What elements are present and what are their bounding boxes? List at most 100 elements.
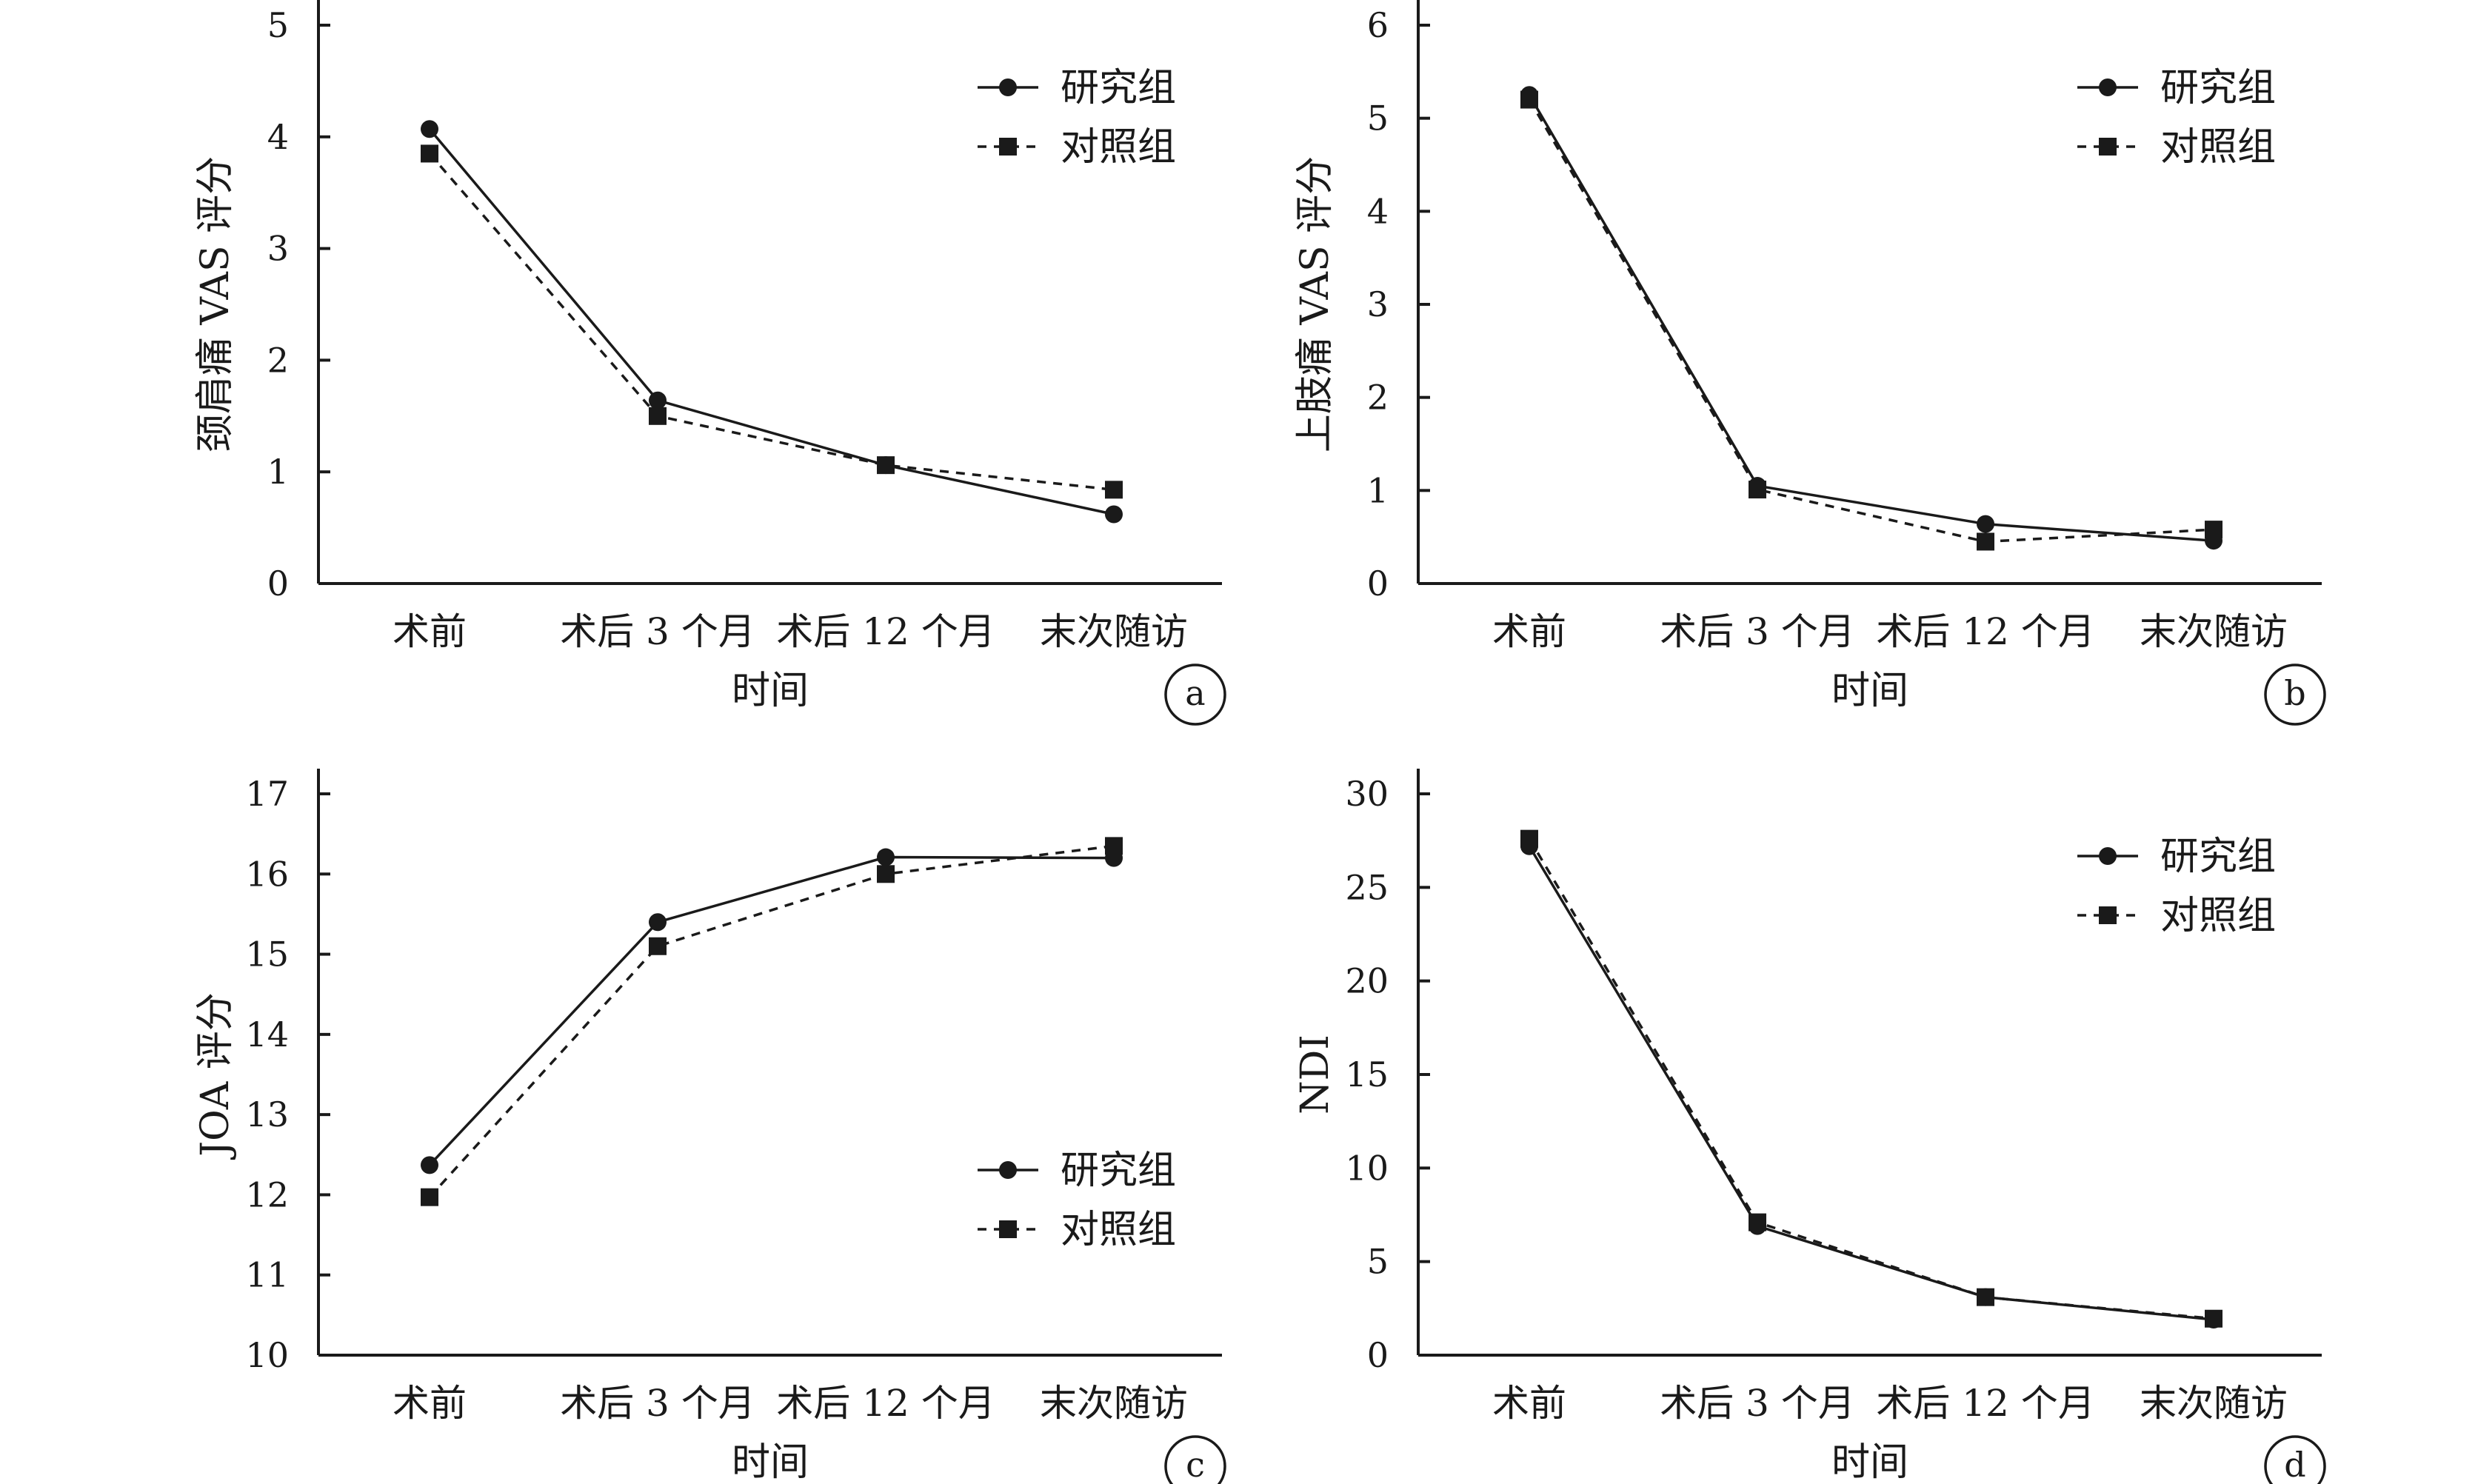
series-line-study (1528, 94, 2214, 542)
data-point-control (1105, 481, 1123, 499)
data-point-control (877, 865, 895, 883)
data-point-control (649, 937, 667, 955)
x-category-label: 末次随访 (1040, 610, 1188, 653)
x-category-label: 术后 12 个月 (776, 1382, 995, 1425)
y-tick-label: 15 (1345, 1054, 1389, 1094)
panel-label-letter: b (2284, 673, 2305, 713)
legend-marker-study (999, 1161, 1017, 1179)
y-tick-label: 3 (1367, 284, 1389, 324)
series-line-control (428, 844, 1115, 1198)
y-tick-label: 16 (245, 854, 289, 894)
data-point-control (1520, 829, 1538, 848)
series-line-study (428, 855, 1115, 1166)
legend-marker-study (999, 78, 1017, 96)
y-tick-label: 17 (245, 774, 289, 814)
x-category-label: 术前 (393, 1382, 467, 1425)
legend-label-control: 对照组 (2160, 894, 2276, 938)
panel-label-circle (2264, 1435, 2326, 1484)
y-tick-label: 4 (1367, 191, 1389, 231)
data-point-control (2205, 521, 2222, 539)
x-category-label: 末次随访 (2140, 1382, 2288, 1425)
y-tick-label: 13 (245, 1094, 289, 1134)
data-point-control (2205, 1309, 2222, 1328)
y-tick-label: 20 (1345, 961, 1389, 1001)
series-line-control (1528, 838, 2214, 1320)
data-point-study (649, 913, 667, 932)
panel-label-circle (2264, 664, 2326, 726)
legend-marker-control (999, 138, 1017, 156)
legend-marker-control (2099, 138, 2117, 156)
legend-label-study: 研究组 (2160, 835, 2276, 879)
panel-label-circle (1164, 1435, 1226, 1484)
y-tick-label: 14 (245, 1015, 289, 1054)
x-category-label: 术后 3 个月 (560, 610, 755, 653)
y-tick-label: 3 (267, 229, 289, 269)
x-axis-title: 时间 (1831, 1440, 1908, 1484)
data-point-control (1977, 1288, 1994, 1306)
y-tick-label: 12 (245, 1174, 289, 1214)
y-axis-title: NDI (1293, 1035, 1337, 1114)
y-tick-label: 6 (1367, 5, 1389, 45)
x-category-label: 术前 (393, 610, 467, 653)
data-point-control (649, 407, 667, 425)
y-tick-label: 25 (1345, 867, 1389, 907)
panel-label-circle (1164, 664, 1226, 726)
x-category-label: 术前 (1492, 1382, 1566, 1425)
y-tick-label: 0 (267, 564, 289, 604)
x-category-label: 术后 3 个月 (1660, 1382, 1855, 1425)
y-axis-title: JOA 评分 (193, 992, 238, 1160)
panel-label-letter: c (1186, 1445, 1205, 1484)
y-tick-label: 10 (245, 1335, 289, 1375)
y-axis-title: 颈肩痛 VAS 评分 (193, 156, 238, 452)
legend-label-control: 对照组 (1061, 125, 1176, 170)
series-line-control (1528, 98, 2214, 544)
x-category-label: 术后 3 个月 (560, 1382, 755, 1425)
data-point-control (1749, 481, 1766, 499)
legend-marker-study (2099, 847, 2117, 865)
x-category-label: 末次随访 (1040, 1382, 1188, 1425)
y-tick-label: 0 (1367, 564, 1389, 604)
y-tick-label: 1 (267, 452, 289, 492)
data-point-control (1977, 532, 1994, 551)
legend-label-study: 研究组 (1061, 66, 1176, 110)
x-category-label: 术后 3 个月 (1660, 610, 1855, 653)
legend-marker-control (2099, 906, 2117, 924)
panel-label-letter: d (2284, 1445, 2305, 1484)
x-category-label: 术前 (1492, 610, 1566, 653)
legend-marker-control (999, 1220, 1017, 1238)
data-point-control (877, 456, 895, 475)
legend-label-study: 研究组 (2160, 66, 2276, 110)
data-point-study (1977, 515, 1994, 533)
y-axis-title: 上肢痛 VAS 评分 (1293, 156, 1337, 452)
y-tick-label: 2 (1367, 378, 1389, 418)
x-category-label: 术后 12 个月 (1876, 1382, 2094, 1425)
x-axis-title: 时间 (732, 669, 809, 713)
legend-label-study: 研究组 (1061, 1149, 1176, 1193)
data-point-study (649, 391, 667, 410)
x-category-label: 术后 12 个月 (1876, 610, 2094, 653)
series-line-control (428, 153, 1115, 492)
data-point-control (1520, 90, 1538, 109)
legend-label-control: 对照组 (1061, 1208, 1176, 1252)
data-point-control (421, 144, 438, 163)
y-tick-label: 30 (1345, 774, 1389, 814)
data-point-study (877, 848, 895, 866)
y-tick-label: 5 (267, 5, 289, 45)
y-tick-label: 10 (1345, 1148, 1389, 1188)
y-tick-label: 2 (267, 340, 289, 380)
y-tick-label: 1 (1367, 470, 1389, 510)
x-axis-title: 时间 (1831, 669, 1908, 713)
panel-label-letter: a (1185, 673, 1205, 713)
data-point-study (421, 1156, 438, 1174)
y-tick-label: 11 (245, 1255, 289, 1295)
x-category-label: 末次随访 (2140, 610, 2288, 653)
